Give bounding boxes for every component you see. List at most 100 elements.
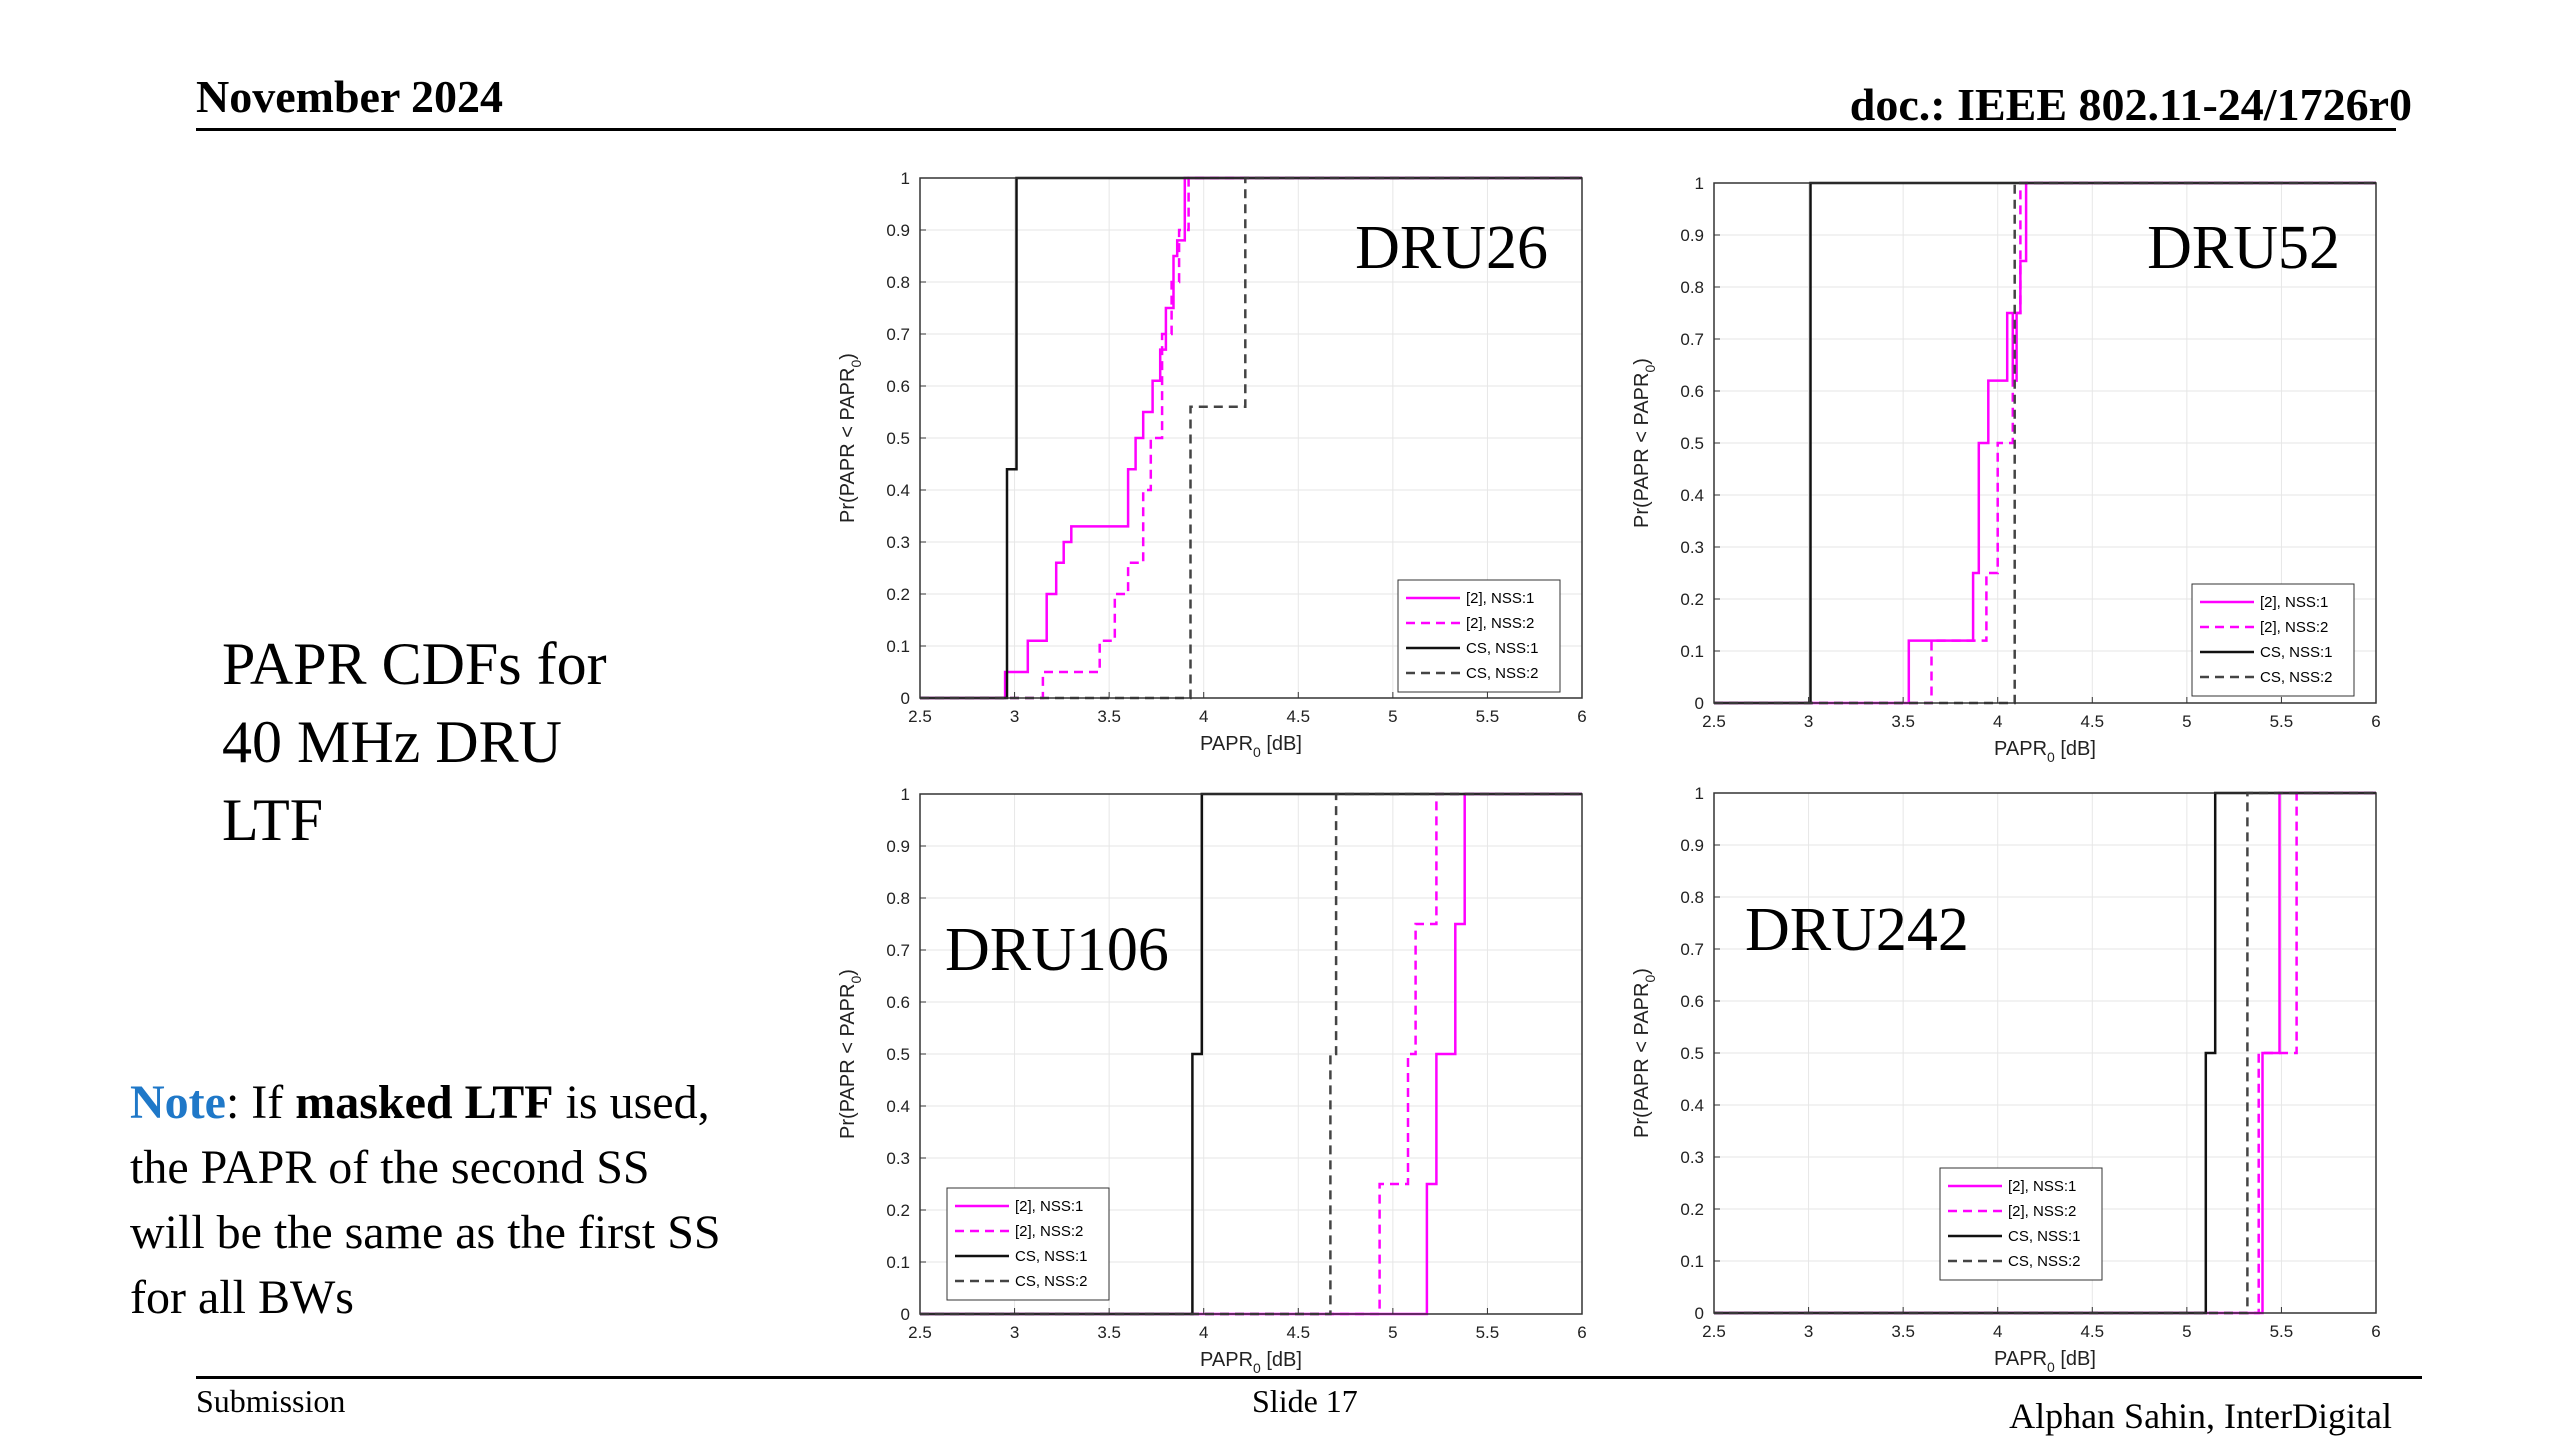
- x-tick-label: 5: [2182, 1322, 2191, 1341]
- y-tick-label: 0.3: [1680, 538, 1704, 557]
- y-tick-label: 0.6: [1680, 382, 1704, 401]
- legend-entry: [2], NSS:1: [1466, 590, 1534, 607]
- note-line-2: the PAPR of the second SS: [130, 1141, 650, 1194]
- x-tick-label: 4: [1199, 707, 1208, 726]
- y-tick-label: 0.1: [1680, 1252, 1704, 1271]
- x-tick-label: 2.5: [1702, 1322, 1726, 1341]
- x-tick-label: 3: [1010, 1323, 1019, 1342]
- y-tick-label: 0.8: [1680, 888, 1704, 907]
- footer-slide-number: Slide 17: [1252, 1383, 1358, 1419]
- y-axis-label: Pr(PAPR < PAPR0): [837, 353, 864, 523]
- y-tick-label: 0: [1695, 1304, 1704, 1323]
- y-tick-label: 0.2: [1680, 1200, 1704, 1219]
- slide-title-line-2: 40 MHz DRU: [222, 709, 562, 775]
- legend-entry: [2], NSS:2: [1466, 615, 1534, 632]
- legend-entry: CS, NSS:2: [1015, 1273, 1088, 1290]
- y-tick-label: 0: [901, 1305, 910, 1324]
- y-tick-label: 0.3: [1680, 1148, 1704, 1167]
- note-line-4: for all BWs: [130, 1271, 354, 1324]
- legend: [2], NSS:1 [2], NSS:2 CS, NSS:1 CS, NSS:2: [946, 1187, 1110, 1301]
- x-tick-label: 6: [1577, 1323, 1586, 1342]
- y-tick-label: 0.4: [886, 1097, 910, 1116]
- x-tick-label: 5.5: [1476, 1323, 1500, 1342]
- x-tick-label: 6: [1577, 707, 1586, 726]
- legend: [2], NSS:1 [2], NSS:2 CS, NSS:1 CS, NSS:2: [1939, 1167, 2103, 1281]
- slide-title: PAPR CDFs for 40 MHz DRU LTF: [222, 625, 607, 859]
- y-tick-label: 0.1: [886, 1253, 910, 1272]
- x-tick-label: 4: [1199, 1323, 1208, 1342]
- x-axis-label: PAPR0 [dB]: [1200, 733, 1302, 760]
- note-line-1: Note: If masked LTF is used,: [130, 1070, 830, 1135]
- y-tick-label: 0.6: [1680, 992, 1704, 1011]
- series-line-2: [920, 176, 1582, 700]
- y-tick-label: 0.4: [886, 481, 910, 500]
- y-tick-label: 0.7: [886, 325, 910, 344]
- legend-entry: CS, NSS:2: [2008, 1253, 2081, 1270]
- x-tick-label: 3: [1804, 1322, 1813, 1341]
- y-tick-label: 0.2: [1680, 590, 1704, 609]
- x-axis-label: PAPR0 [dB]: [1200, 1349, 1302, 1376]
- x-tick-label: 2.5: [1702, 712, 1726, 731]
- series-line-1: [920, 176, 1582, 700]
- y-tick-label: 0.6: [886, 993, 910, 1012]
- header-rule: [196, 128, 2396, 131]
- y-tick-label: 0.5: [886, 429, 910, 448]
- y-tick-label: 0.9: [1680, 836, 1704, 855]
- legend-entry: CS, NSS:1: [1466, 640, 1539, 657]
- x-tick-label: 6: [2371, 712, 2380, 731]
- y-tick-label: 0.4: [1680, 486, 1704, 505]
- note-text-1: : If: [225, 1076, 296, 1129]
- x-tick-label: 5.5: [1476, 707, 1500, 726]
- footer-rule: [196, 1376, 2422, 1379]
- y-tick-label: 1: [901, 785, 910, 804]
- x-tick-label: 3: [1010, 707, 1019, 726]
- x-tick-label: 6: [2371, 1322, 2380, 1341]
- x-tick-label: 3.5: [1891, 1322, 1915, 1341]
- y-tick-label: 1: [1695, 784, 1704, 803]
- panel-title: DRU106: [945, 916, 1169, 984]
- panel-title: DRU26: [1355, 214, 1548, 282]
- y-tick-label: 0.8: [1680, 278, 1704, 297]
- y-tick-label: 0.7: [886, 941, 910, 960]
- chart-panel-dru26: 2.5 3 3.5 4 4.5 5 5.5 6 0 0.1 0.2 0.3 0.4 0.5 0.6 0.7 0.…: [837, 169, 1587, 760]
- y-tick-label: 0.5: [1680, 434, 1704, 453]
- y-axis-label: Pr(PAPR < PAPR0): [1631, 358, 1658, 528]
- x-tick-label: 3: [1804, 712, 1813, 731]
- x-tick-label: 5: [1388, 707, 1397, 726]
- y-tick-label: 0.9: [1680, 226, 1704, 245]
- y-tick-label: 0.2: [886, 1201, 910, 1220]
- legend-entry: [2], NSS:1: [2260, 594, 2328, 611]
- x-axis-label: PAPR0 [dB]: [1994, 738, 2096, 765]
- header-date: November 2024: [196, 71, 504, 122]
- y-tick-label: 0.5: [1680, 1044, 1704, 1063]
- x-tick-label: 5.5: [2270, 712, 2294, 731]
- chart-panel-dru52: 2.5 3 3.5 4 4.5 5 5.5 6 0 0.1 0.2 0.3 0.4 0.5 0.6 0.7 0.…: [1631, 174, 2381, 765]
- legend-entry: [2], NSS:1: [1015, 1198, 1083, 1215]
- panel-title: DRU242: [1745, 896, 1969, 964]
- slide-title-line-1: PAPR CDFs for: [222, 631, 607, 697]
- y-tick-label: 0: [901, 689, 910, 708]
- y-tick-label: 0.3: [886, 1149, 910, 1168]
- panel-title: DRU52: [2147, 214, 2340, 282]
- x-tick-label: 3.5: [1097, 1323, 1121, 1342]
- legend: [2], NSS:1 [2], NSS:2 CS, NSS:1 CS, NSS:2: [2191, 583, 2355, 697]
- chart-panel-dru242: 2.5 3 3.5 4 4.5 5 5.5 6 0 0.1 0.2 0.3 0.4 0.5 0.6 0.7 0.…: [1631, 784, 2381, 1375]
- x-tick-label: 4.5: [1286, 1323, 1310, 1342]
- series-line-2: [920, 792, 1582, 1316]
- note-label: Note: [130, 1076, 226, 1129]
- x-tick-label: 5: [2182, 712, 2191, 731]
- note-block: Note: If masked LTF is used, the PAPR of…: [130, 1070, 830, 1330]
- x-tick-label: 4: [1993, 1322, 2002, 1341]
- note-line-3: will be the same as the first SS: [130, 1206, 721, 1259]
- header-doc-id: doc.: IEEE 802.11-24/1726r0: [1849, 79, 2412, 130]
- y-tick-label: 0.3: [886, 533, 910, 552]
- legend-entry: CS, NSS:1: [2260, 644, 2333, 661]
- y-tick-label: 0.5: [886, 1045, 910, 1064]
- slide-title-line-3: LTF: [222, 787, 324, 853]
- note-text-2: is used,: [553, 1076, 710, 1129]
- legend-entry: CS, NSS:2: [2260, 669, 2333, 686]
- series-line-1: [920, 792, 1582, 1316]
- x-tick-label: 2.5: [908, 707, 932, 726]
- x-tick-label: 4.5: [2080, 1322, 2104, 1341]
